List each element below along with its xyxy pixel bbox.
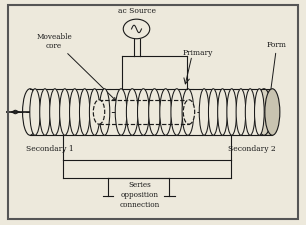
Ellipse shape bbox=[236, 89, 246, 136]
Ellipse shape bbox=[199, 89, 209, 136]
Ellipse shape bbox=[89, 89, 100, 136]
Ellipse shape bbox=[23, 89, 38, 136]
Text: Moveable
core: Moveable core bbox=[36, 33, 116, 101]
Ellipse shape bbox=[80, 89, 90, 136]
Ellipse shape bbox=[255, 89, 264, 136]
Text: Secondary 1: Secondary 1 bbox=[26, 144, 73, 152]
Ellipse shape bbox=[183, 100, 195, 125]
Text: Form: Form bbox=[267, 40, 287, 98]
Bar bbox=[30, 89, 264, 136]
Text: Series
opposition
connection: Series opposition connection bbox=[119, 180, 160, 208]
Bar bbox=[99, 100, 189, 125]
Ellipse shape bbox=[99, 89, 110, 136]
Circle shape bbox=[123, 20, 150, 40]
Ellipse shape bbox=[126, 89, 138, 136]
Ellipse shape bbox=[160, 89, 171, 136]
Ellipse shape bbox=[137, 89, 149, 136]
Text: Primary: Primary bbox=[183, 48, 213, 56]
Ellipse shape bbox=[93, 100, 105, 125]
Ellipse shape bbox=[208, 89, 218, 136]
Ellipse shape bbox=[40, 89, 50, 136]
Bar bbox=[264, 89, 272, 136]
Ellipse shape bbox=[60, 89, 70, 136]
Ellipse shape bbox=[245, 89, 255, 136]
Ellipse shape bbox=[30, 89, 40, 136]
Ellipse shape bbox=[171, 89, 183, 136]
Ellipse shape bbox=[227, 89, 237, 136]
Text: Secondary 2: Secondary 2 bbox=[228, 144, 276, 152]
Ellipse shape bbox=[218, 89, 227, 136]
Ellipse shape bbox=[115, 89, 127, 136]
Ellipse shape bbox=[69, 89, 80, 136]
Ellipse shape bbox=[149, 89, 160, 136]
Ellipse shape bbox=[50, 89, 60, 136]
Ellipse shape bbox=[265, 89, 280, 136]
Ellipse shape bbox=[182, 89, 194, 136]
Text: ac Source: ac Source bbox=[118, 7, 155, 15]
Ellipse shape bbox=[256, 89, 271, 136]
